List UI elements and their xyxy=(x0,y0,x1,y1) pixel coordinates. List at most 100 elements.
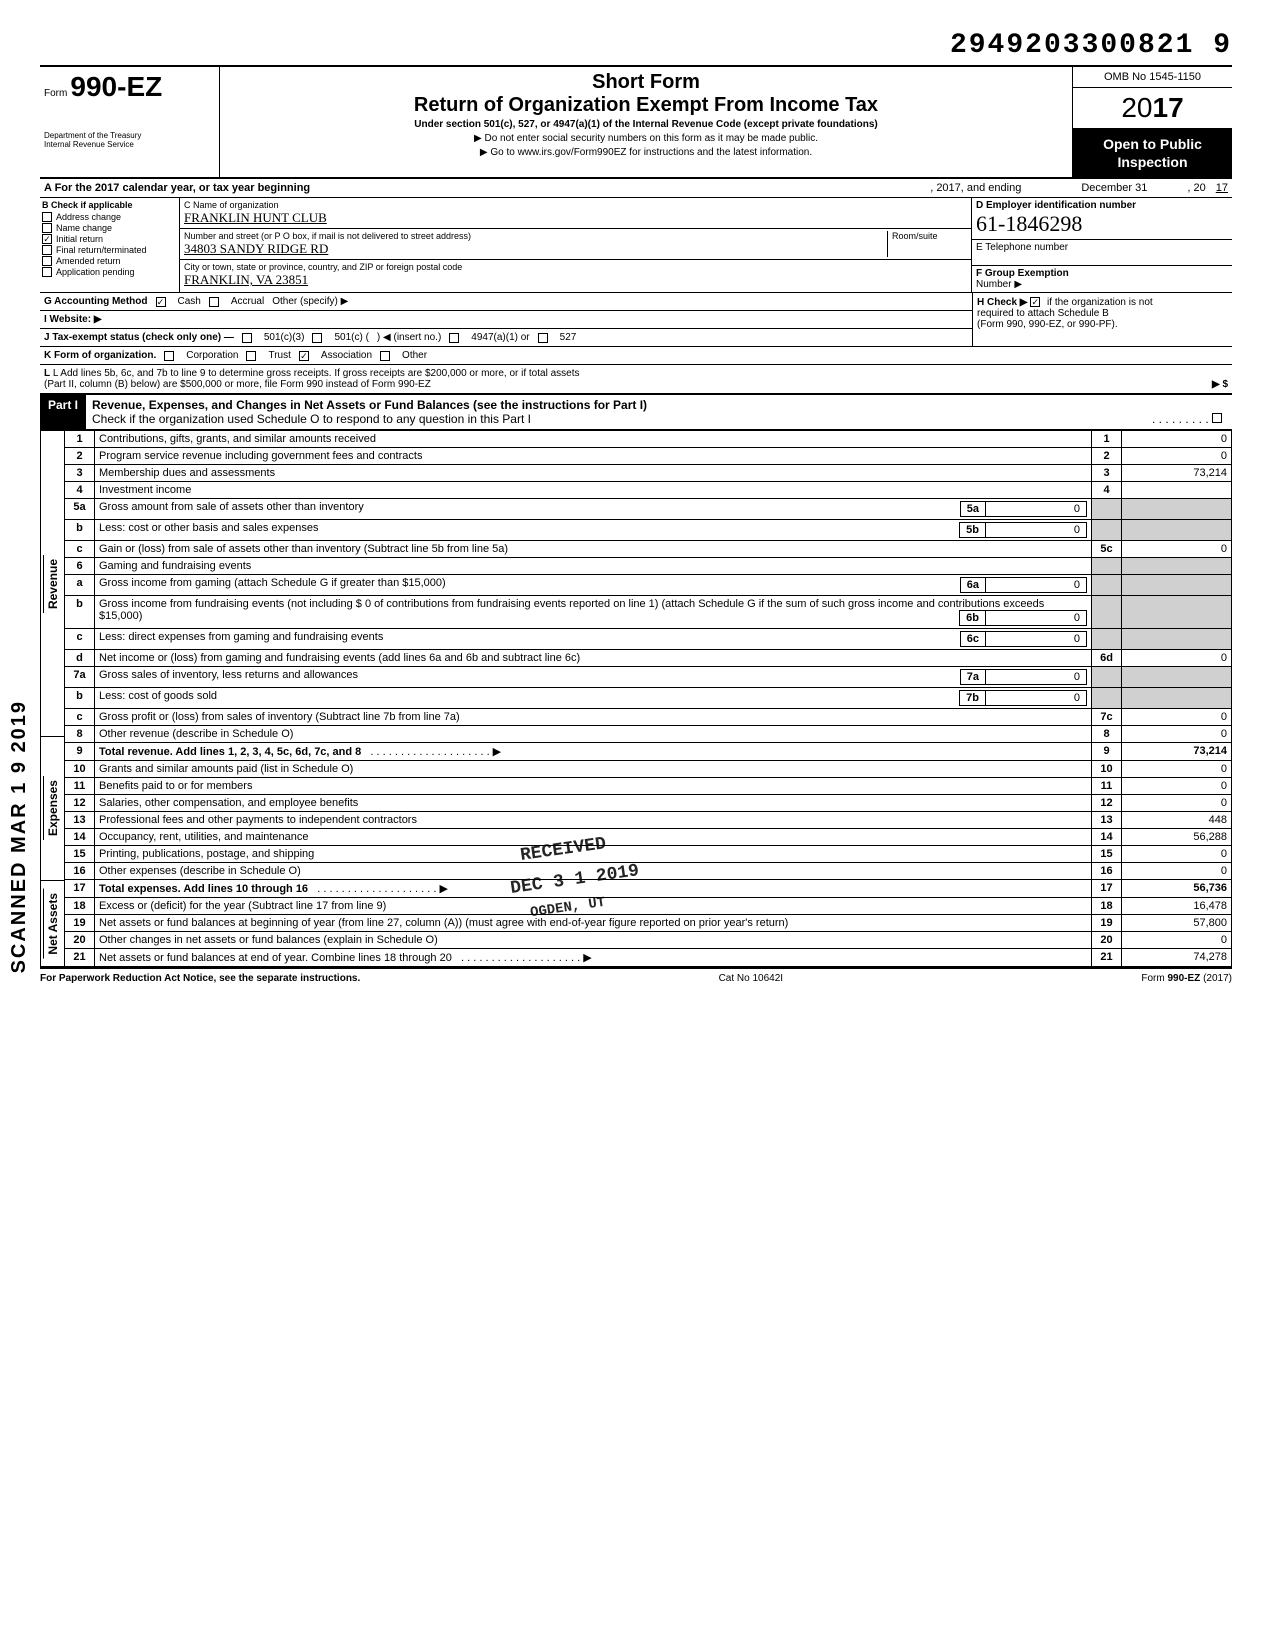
colb-item: Address change xyxy=(42,212,177,222)
line-box xyxy=(1092,575,1122,596)
line-number: 21 xyxy=(65,949,95,967)
open-public-1: Open to Public xyxy=(1079,135,1226,153)
line-box xyxy=(1092,629,1122,650)
k-corp-cb[interactable] xyxy=(164,351,174,361)
line-box xyxy=(1092,596,1122,629)
line-amount: 56,736 xyxy=(1122,880,1232,898)
g-label: G Accounting Method xyxy=(44,296,148,307)
line-box: 3 xyxy=(1092,465,1122,482)
line-number: 7a xyxy=(65,667,95,688)
line-desc: Gross income from gaming (attach Schedul… xyxy=(95,575,1092,596)
line-number: d xyxy=(65,650,95,667)
tax-year: 2017 xyxy=(1073,88,1232,129)
k-assoc-cb[interactable]: ✓ xyxy=(299,351,309,361)
k-trust: Trust xyxy=(268,350,290,361)
line-box: 1 xyxy=(1092,431,1122,448)
accrual-label: Accrual xyxy=(231,296,264,307)
line-desc: Total revenue. Add lines 1, 2, 3, 4, 5c,… xyxy=(95,743,1092,761)
dept-treasury: Department of the Treasury xyxy=(44,131,215,140)
line-row: 5aGross amount from sale of assets other… xyxy=(65,499,1232,520)
h-text1: if the organization is not xyxy=(1047,297,1153,308)
colb-checkbox[interactable] xyxy=(42,267,52,277)
line-number: 11 xyxy=(65,778,95,795)
line-row: 13Professional fees and other payments t… xyxy=(65,812,1232,829)
j-501c-cb[interactable] xyxy=(312,333,322,343)
colb-checkbox[interactable] xyxy=(42,212,52,222)
k-other-cb[interactable] xyxy=(380,351,390,361)
line-row: 20Other changes in net assets or fund ba… xyxy=(65,932,1232,949)
f-label2: Number ▶ xyxy=(976,279,1022,290)
line-row: 6Gaming and fundraising events xyxy=(65,558,1232,575)
line-desc: Salaries, other compensation, and employ… xyxy=(95,795,1092,812)
line-desc: Gaming and fundraising events xyxy=(95,558,1092,575)
line-amount: 57,800 xyxy=(1122,915,1232,932)
dept-irs: Internal Revenue Service xyxy=(44,140,215,149)
main-table: Revenue Expenses Net Assets 1Contributio… xyxy=(40,430,1232,967)
k-trust-cb[interactable] xyxy=(246,351,256,361)
line-number: c xyxy=(65,629,95,650)
line-amount: 0 xyxy=(1122,761,1232,778)
line-number: 1 xyxy=(65,431,95,448)
j-label: J Tax-exempt status (check only one) — xyxy=(44,332,234,343)
form-number: 990-EZ xyxy=(70,71,162,102)
row-a-mid: , 2017, and ending xyxy=(930,182,1021,194)
line-row: 16Other expenses (describe in Schedule O… xyxy=(65,863,1232,880)
line-amount: 73,214 xyxy=(1122,743,1232,761)
line-row: 14Occupancy, rent, utilities, and mainte… xyxy=(65,829,1232,846)
line-desc: Program service revenue including govern… xyxy=(95,448,1092,465)
line-number: 19 xyxy=(65,915,95,932)
line-amount xyxy=(1122,558,1232,575)
line-amount: 56,288 xyxy=(1122,829,1232,846)
cash-checkbox[interactable]: ✓ xyxy=(156,297,166,307)
line-desc: Net income or (loss) from gaming and fun… xyxy=(95,650,1092,667)
colb-checkbox[interactable] xyxy=(42,223,52,233)
e-label: E Telephone number xyxy=(972,240,1232,266)
line-box: 20 xyxy=(1092,932,1122,949)
colb-checkbox[interactable]: ✓ xyxy=(42,234,52,244)
l-text1: L Add lines 5b, 6c, and 7b to line 9 to … xyxy=(53,368,580,379)
row-a: A For the 2017 calendar year, or tax yea… xyxy=(40,179,1232,198)
line-box: 8 xyxy=(1092,726,1122,743)
line-number: a xyxy=(65,575,95,596)
line-number: 14 xyxy=(65,829,95,846)
colb-label: Name change xyxy=(56,223,112,233)
line-number: 3 xyxy=(65,465,95,482)
part1-checkbox[interactable] xyxy=(1212,413,1222,423)
line-desc: Grants and similar amounts paid (list in… xyxy=(95,761,1092,778)
line-desc: Other revenue (describe in Schedule O) xyxy=(95,726,1092,743)
line-desc: Gross amount from sale of assets other t… xyxy=(95,499,1092,520)
j-4947-cb[interactable] xyxy=(449,333,459,343)
line-box: 15 xyxy=(1092,846,1122,863)
line-box: 2 xyxy=(1092,448,1122,465)
j-527-cb[interactable] xyxy=(538,333,548,343)
line-desc: Professional fees and other payments to … xyxy=(95,812,1092,829)
j-501c3: 501(c)(3) xyxy=(264,332,305,343)
line-row: cGross profit or (loss) from sales of in… xyxy=(65,709,1232,726)
h-text2: required to attach Schedule B xyxy=(977,308,1109,319)
line-amount xyxy=(1122,575,1232,596)
line-amount xyxy=(1122,499,1232,520)
line-amount: 74,278 xyxy=(1122,949,1232,967)
line-row: 17Total expenses. Add lines 10 through 1… xyxy=(65,880,1232,898)
line-number: 10 xyxy=(65,761,95,778)
h-checkbox[interactable]: ✓ xyxy=(1030,297,1040,307)
d-label: D Employer identification number xyxy=(976,200,1228,211)
j-501c3-cb[interactable] xyxy=(242,333,252,343)
line-row: 4Investment income4 xyxy=(65,482,1232,499)
colb-checkbox[interactable] xyxy=(42,245,52,255)
accrual-checkbox[interactable] xyxy=(209,297,219,307)
ssn-warning: ▶ Do not enter social security numbers o… xyxy=(228,133,1064,144)
colb-label: Address change xyxy=(56,212,121,222)
footer-right: Form 990-EZ (2017) xyxy=(1141,973,1232,984)
room-label: Room/suite xyxy=(887,231,967,257)
line-row: 12Salaries, other compensation, and empl… xyxy=(65,795,1232,812)
line-desc: Investment income xyxy=(95,482,1092,499)
city: FRANKLIN, VA 23851 xyxy=(184,272,967,288)
line-box: 9 xyxy=(1092,743,1122,761)
line-number: c xyxy=(65,541,95,558)
line-row: 2Program service revenue including gover… xyxy=(65,448,1232,465)
row-a-month: December 31 xyxy=(1081,182,1147,194)
line-desc: Net assets or fund balances at end of ye… xyxy=(95,949,1092,967)
colb-checkbox[interactable] xyxy=(42,256,52,266)
line-amount: 0 xyxy=(1122,726,1232,743)
